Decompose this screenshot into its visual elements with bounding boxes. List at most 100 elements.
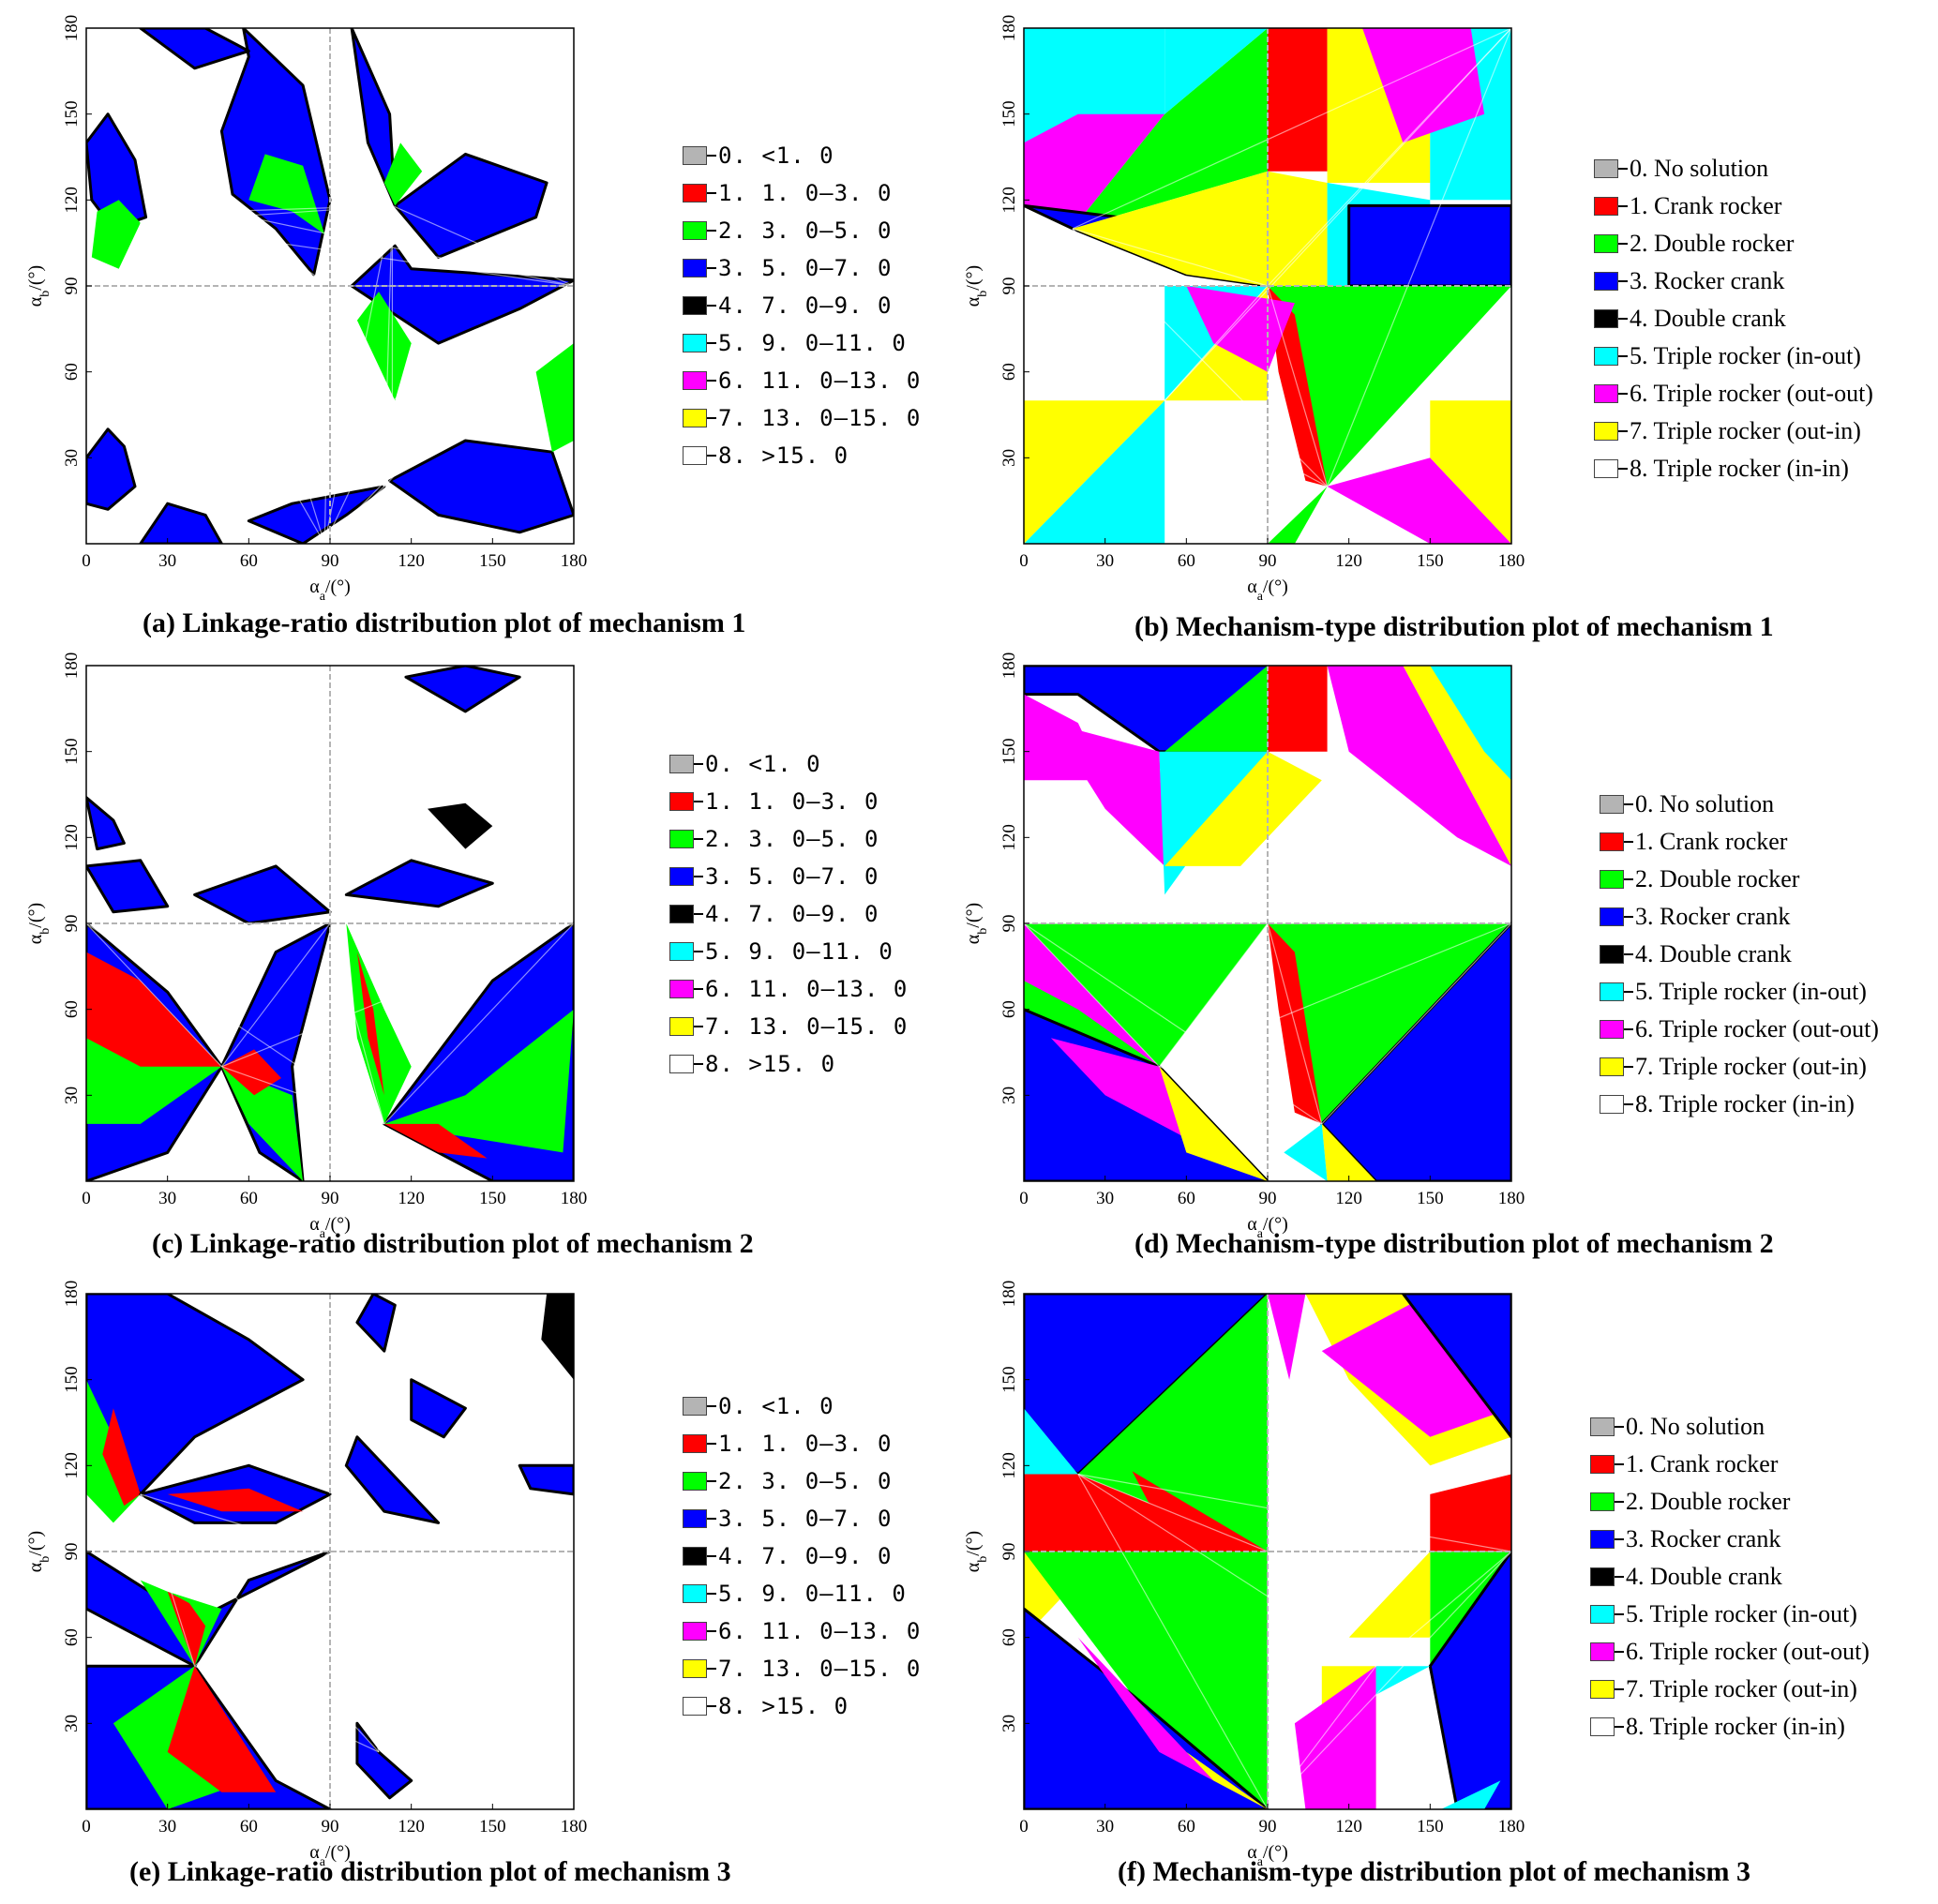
legend-item: 1. Crank rocker bbox=[1600, 823, 1879, 861]
legend-swatch bbox=[669, 755, 694, 773]
legend-swatch bbox=[683, 371, 707, 390]
legend-connector bbox=[1618, 243, 1628, 245]
legend-label: 8. >15. 0 bbox=[705, 1051, 836, 1077]
region-category-3 bbox=[1428, 1550, 1511, 1809]
legend-swatch bbox=[669, 980, 694, 998]
legend-d: 0. No solution 1. Crank rocker 2. Double r… bbox=[1600, 786, 1879, 1123]
legend-swatch bbox=[683, 184, 707, 202]
legend-swatch bbox=[683, 1697, 707, 1716]
y-axis-title: αb/(°) bbox=[25, 903, 53, 944]
y-tick-label: 120 bbox=[62, 1452, 82, 1479]
legend-item: 0. <1. 0 bbox=[683, 137, 921, 174]
singular-ray bbox=[1077, 1473, 1269, 1552]
region-category-5 bbox=[1024, 28, 1165, 143]
region-category-6 bbox=[1050, 723, 1165, 866]
legend-swatch bbox=[1590, 1455, 1615, 1474]
legend-item: 4. 7. 0—9. 0 bbox=[683, 287, 921, 324]
legend-connector bbox=[707, 267, 716, 269]
legend-label: 6. Triple rocker (out-out) bbox=[1635, 1015, 1879, 1042]
legend-connector bbox=[694, 951, 703, 952]
legend-item: 2. Double rocker bbox=[1590, 1483, 1870, 1521]
y-axis-subscript: b bbox=[38, 1556, 53, 1563]
legend-swatch bbox=[683, 1547, 707, 1566]
legend-item: 5. Triple rocker (in-out) bbox=[1590, 1596, 1870, 1633]
x-axis-symbol: α bbox=[309, 1842, 320, 1863]
legend-connector bbox=[694, 1063, 703, 1065]
legend-swatch bbox=[1594, 197, 1618, 216]
singular-ray bbox=[221, 204, 393, 213]
singular-ray bbox=[392, 285, 574, 401]
legend-label: 4. 7. 0—9. 0 bbox=[718, 292, 893, 319]
y-tick-label: 90 bbox=[999, 1543, 1019, 1561]
y-tick-label: 30 bbox=[62, 1715, 82, 1732]
region-category-6 bbox=[1362, 28, 1485, 143]
legend-item: 8. >15. 0 bbox=[669, 1045, 908, 1083]
singular-ray bbox=[1072, 28, 1511, 230]
legend-swatch bbox=[669, 830, 694, 848]
legend-label: 8. >15. 0 bbox=[718, 1693, 849, 1719]
y-axis-unit: /(°) bbox=[25, 903, 46, 928]
y-axis-subscript: b bbox=[976, 1556, 990, 1563]
region-category-5 bbox=[1284, 1123, 1328, 1181]
region-category-4 bbox=[428, 802, 493, 849]
region-category-6 bbox=[1024, 113, 1165, 229]
y-axis-title: αb/(°) bbox=[25, 265, 53, 307]
y-axis-subscript: b bbox=[976, 928, 990, 935]
x-tick-label: 150 bbox=[1417, 1817, 1444, 1837]
legend-label: 8. Triple rocker (in-in) bbox=[1630, 455, 1849, 482]
legend-item: 7. 13. 0—15. 0 bbox=[683, 1650, 921, 1687]
legend-connector bbox=[1618, 355, 1628, 357]
x-tick-label: 0 bbox=[82, 1817, 91, 1837]
x-tick-label: 150 bbox=[1417, 551, 1444, 571]
legend-swatch bbox=[1594, 422, 1618, 441]
legend-swatch bbox=[1600, 1020, 1624, 1039]
x-axis-symbol: α bbox=[309, 1214, 320, 1235]
region-category-3 bbox=[518, 1463, 574, 1496]
caption-e: (e) Linkage-ratio distribution plot of m… bbox=[129, 1856, 731, 1887]
legend-swatch bbox=[1600, 795, 1624, 814]
legend-label: 5. 9. 0—11. 0 bbox=[718, 1581, 907, 1607]
caption-d: (d) Mechanism-type distribution plot of … bbox=[1134, 1228, 1774, 1259]
singular-ray bbox=[140, 222, 574, 287]
legend-swatch bbox=[683, 409, 707, 427]
legend-label: 6. 11. 0—13. 0 bbox=[705, 976, 909, 1002]
legend-swatch bbox=[1594, 309, 1618, 328]
legend-connector bbox=[707, 230, 716, 232]
legend-label: 1. 1. 0—3. 0 bbox=[718, 1431, 893, 1457]
legend-swatch bbox=[669, 1055, 694, 1073]
region-category-2 bbox=[1024, 923, 1268, 1067]
legend-item: 8. >15. 0 bbox=[683, 437, 921, 474]
y-tick-label: 90 bbox=[62, 915, 82, 933]
legend-item: 8. Triple rocker (in-in) bbox=[1594, 450, 1873, 487]
region-category-2 bbox=[91, 200, 141, 269]
legend-connector bbox=[694, 876, 703, 877]
legend-swatch bbox=[683, 446, 707, 465]
singular-ray bbox=[221, 210, 574, 287]
y-axis-symbol: α bbox=[963, 934, 984, 944]
y-tick-label: 180 bbox=[999, 15, 1019, 42]
legend-item: 4. 7. 0—9. 0 bbox=[669, 895, 908, 933]
legend-swatch bbox=[683, 296, 707, 315]
legend-item: 6. 11. 0—13. 0 bbox=[669, 970, 908, 1008]
x-axis-subscript: a bbox=[1257, 1855, 1264, 1869]
legend-label: 0. No solution bbox=[1635, 790, 1775, 817]
singular-ray bbox=[140, 1493, 331, 1552]
x-axis-subscript: a bbox=[1257, 590, 1264, 604]
region-category-5 bbox=[1375, 1666, 1431, 1695]
region-category-2 bbox=[383, 142, 423, 206]
legend-swatch bbox=[683, 1659, 707, 1678]
region-category-3 bbox=[344, 1435, 441, 1524]
legend-item: 1. Crank rocker bbox=[1594, 187, 1873, 225]
x-tick-label: 60 bbox=[1178, 1189, 1195, 1208]
legend-swatch bbox=[669, 942, 694, 961]
singular-ray bbox=[86, 922, 385, 1125]
singular-ray bbox=[140, 222, 393, 401]
legend-swatch bbox=[683, 1584, 707, 1603]
legend-label: 3. 5. 0—7. 0 bbox=[705, 863, 879, 890]
region-category-3 bbox=[344, 859, 494, 908]
y-axis-title: αb/(°) bbox=[963, 903, 990, 944]
legend-connector bbox=[1618, 430, 1628, 432]
legend-swatch bbox=[1594, 159, 1618, 178]
singular-ray bbox=[1158, 922, 1269, 1068]
legend-connector bbox=[707, 1518, 716, 1520]
